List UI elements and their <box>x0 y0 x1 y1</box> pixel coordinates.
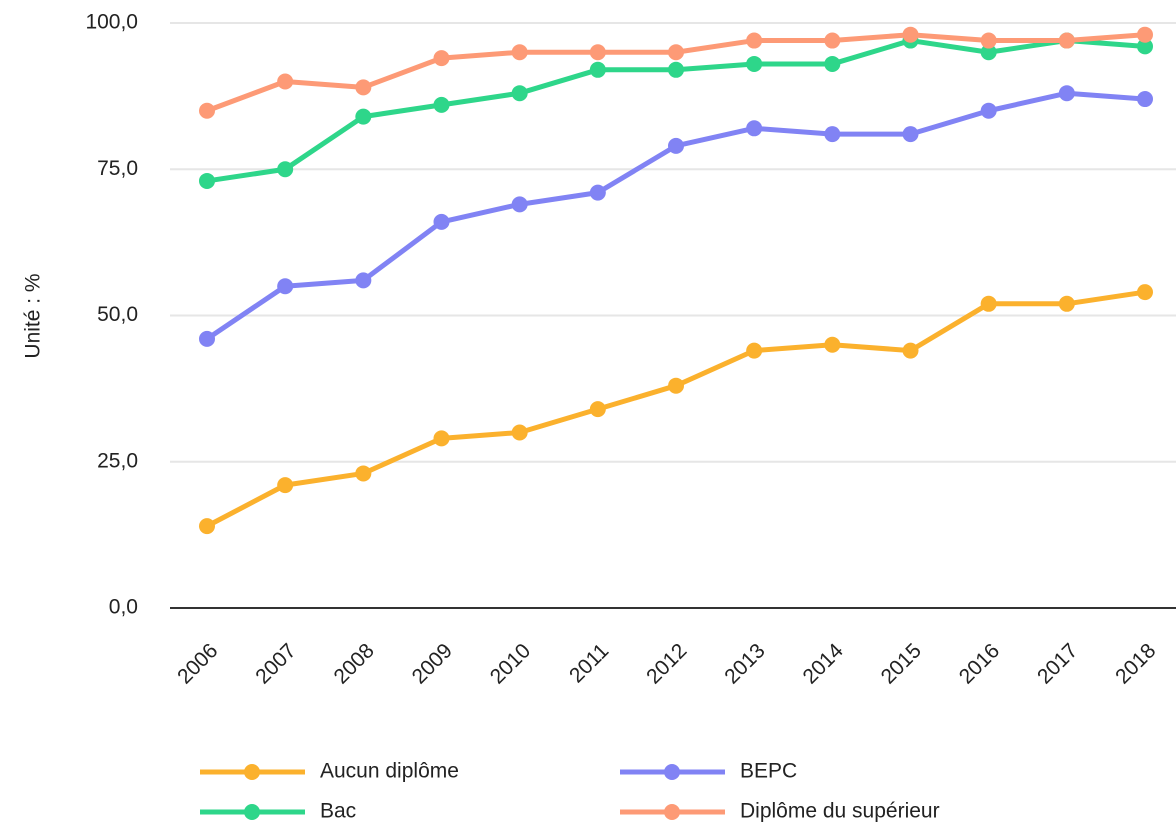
data-point <box>668 61 684 78</box>
data-point <box>433 213 450 230</box>
data-point <box>1137 91 1153 108</box>
y-tick-label: 100,0 <box>85 11 138 34</box>
data-point <box>199 330 215 347</box>
legend-marker <box>244 804 260 820</box>
x-tick-label: 2012 <box>642 639 691 688</box>
x-tick-label: 2013 <box>720 639 769 688</box>
data-point <box>1058 32 1075 49</box>
data-point <box>746 55 763 72</box>
data-point <box>277 161 294 178</box>
data-point <box>355 108 372 125</box>
legend-label: Bac <box>320 800 356 823</box>
data-point <box>1058 295 1075 312</box>
data-point <box>902 342 919 359</box>
data-point <box>668 44 684 61</box>
data-point <box>746 120 763 137</box>
x-tick-label: 2008 <box>329 639 378 688</box>
data-point <box>511 424 528 441</box>
y-tick-label: 50,0 <box>97 303 138 326</box>
data-point <box>355 272 372 289</box>
data-point <box>511 85 528 102</box>
data-point <box>511 44 528 61</box>
legend-label: BEPC <box>740 760 797 783</box>
data-point <box>824 55 841 72</box>
y-axis-label: Unité : % <box>22 273 45 358</box>
data-point <box>589 61 606 78</box>
data-point <box>433 50 450 67</box>
data-point <box>746 342 763 359</box>
data-point <box>511 196 528 213</box>
y-tick-label: 75,0 <box>97 157 138 180</box>
data-point <box>355 79 372 96</box>
data-point <box>277 73 294 90</box>
legend-label: Diplôme du supérieur <box>740 800 940 823</box>
data-point <box>199 172 215 189</box>
x-tick-label: 2009 <box>408 639 457 688</box>
x-tick-label: 2010 <box>486 639 535 688</box>
data-point <box>824 336 841 353</box>
x-tick-label: 2014 <box>798 639 848 689</box>
x-tick-label: 2017 <box>1033 639 1082 688</box>
data-point <box>668 377 684 394</box>
data-point <box>1137 38 1153 55</box>
legend-marker <box>664 764 680 780</box>
data-point <box>746 32 763 49</box>
legend-marker <box>244 764 260 780</box>
series-line <box>206 38 1146 184</box>
data-point <box>824 126 841 143</box>
data-point <box>277 477 294 494</box>
y-tick-label: 0,0 <box>109 596 138 619</box>
data-point <box>355 465 372 482</box>
data-point <box>980 102 997 119</box>
data-point <box>199 102 215 119</box>
data-point <box>980 32 997 49</box>
data-point <box>980 44 997 61</box>
data-point <box>824 32 841 49</box>
x-tick-label: 2011 <box>565 639 613 687</box>
data-point <box>902 126 919 143</box>
data-point <box>199 518 215 535</box>
y-tick-label: 25,0 <box>97 449 138 472</box>
data-point <box>668 137 684 154</box>
series-line <box>205 289 1146 529</box>
data-point <box>1137 284 1153 301</box>
data-point <box>589 401 606 418</box>
data-point <box>433 430 450 447</box>
data-point <box>1058 85 1075 102</box>
x-tick-label: 2015 <box>877 639 926 688</box>
data-point <box>980 295 997 312</box>
data-point <box>902 26 919 43</box>
x-tick-label: 2018 <box>1111 639 1160 688</box>
data-point <box>589 44 606 61</box>
data-point <box>277 278 294 295</box>
legend-marker <box>664 804 680 820</box>
data-point <box>589 184 606 201</box>
x-tick-label: 2016 <box>955 639 1004 688</box>
data-point <box>433 96 450 113</box>
legend-label: Aucun diplôme <box>320 760 459 783</box>
x-tick-label: 2007 <box>251 639 300 688</box>
data-point <box>1137 26 1153 43</box>
x-tick-label: 2006 <box>173 639 222 688</box>
